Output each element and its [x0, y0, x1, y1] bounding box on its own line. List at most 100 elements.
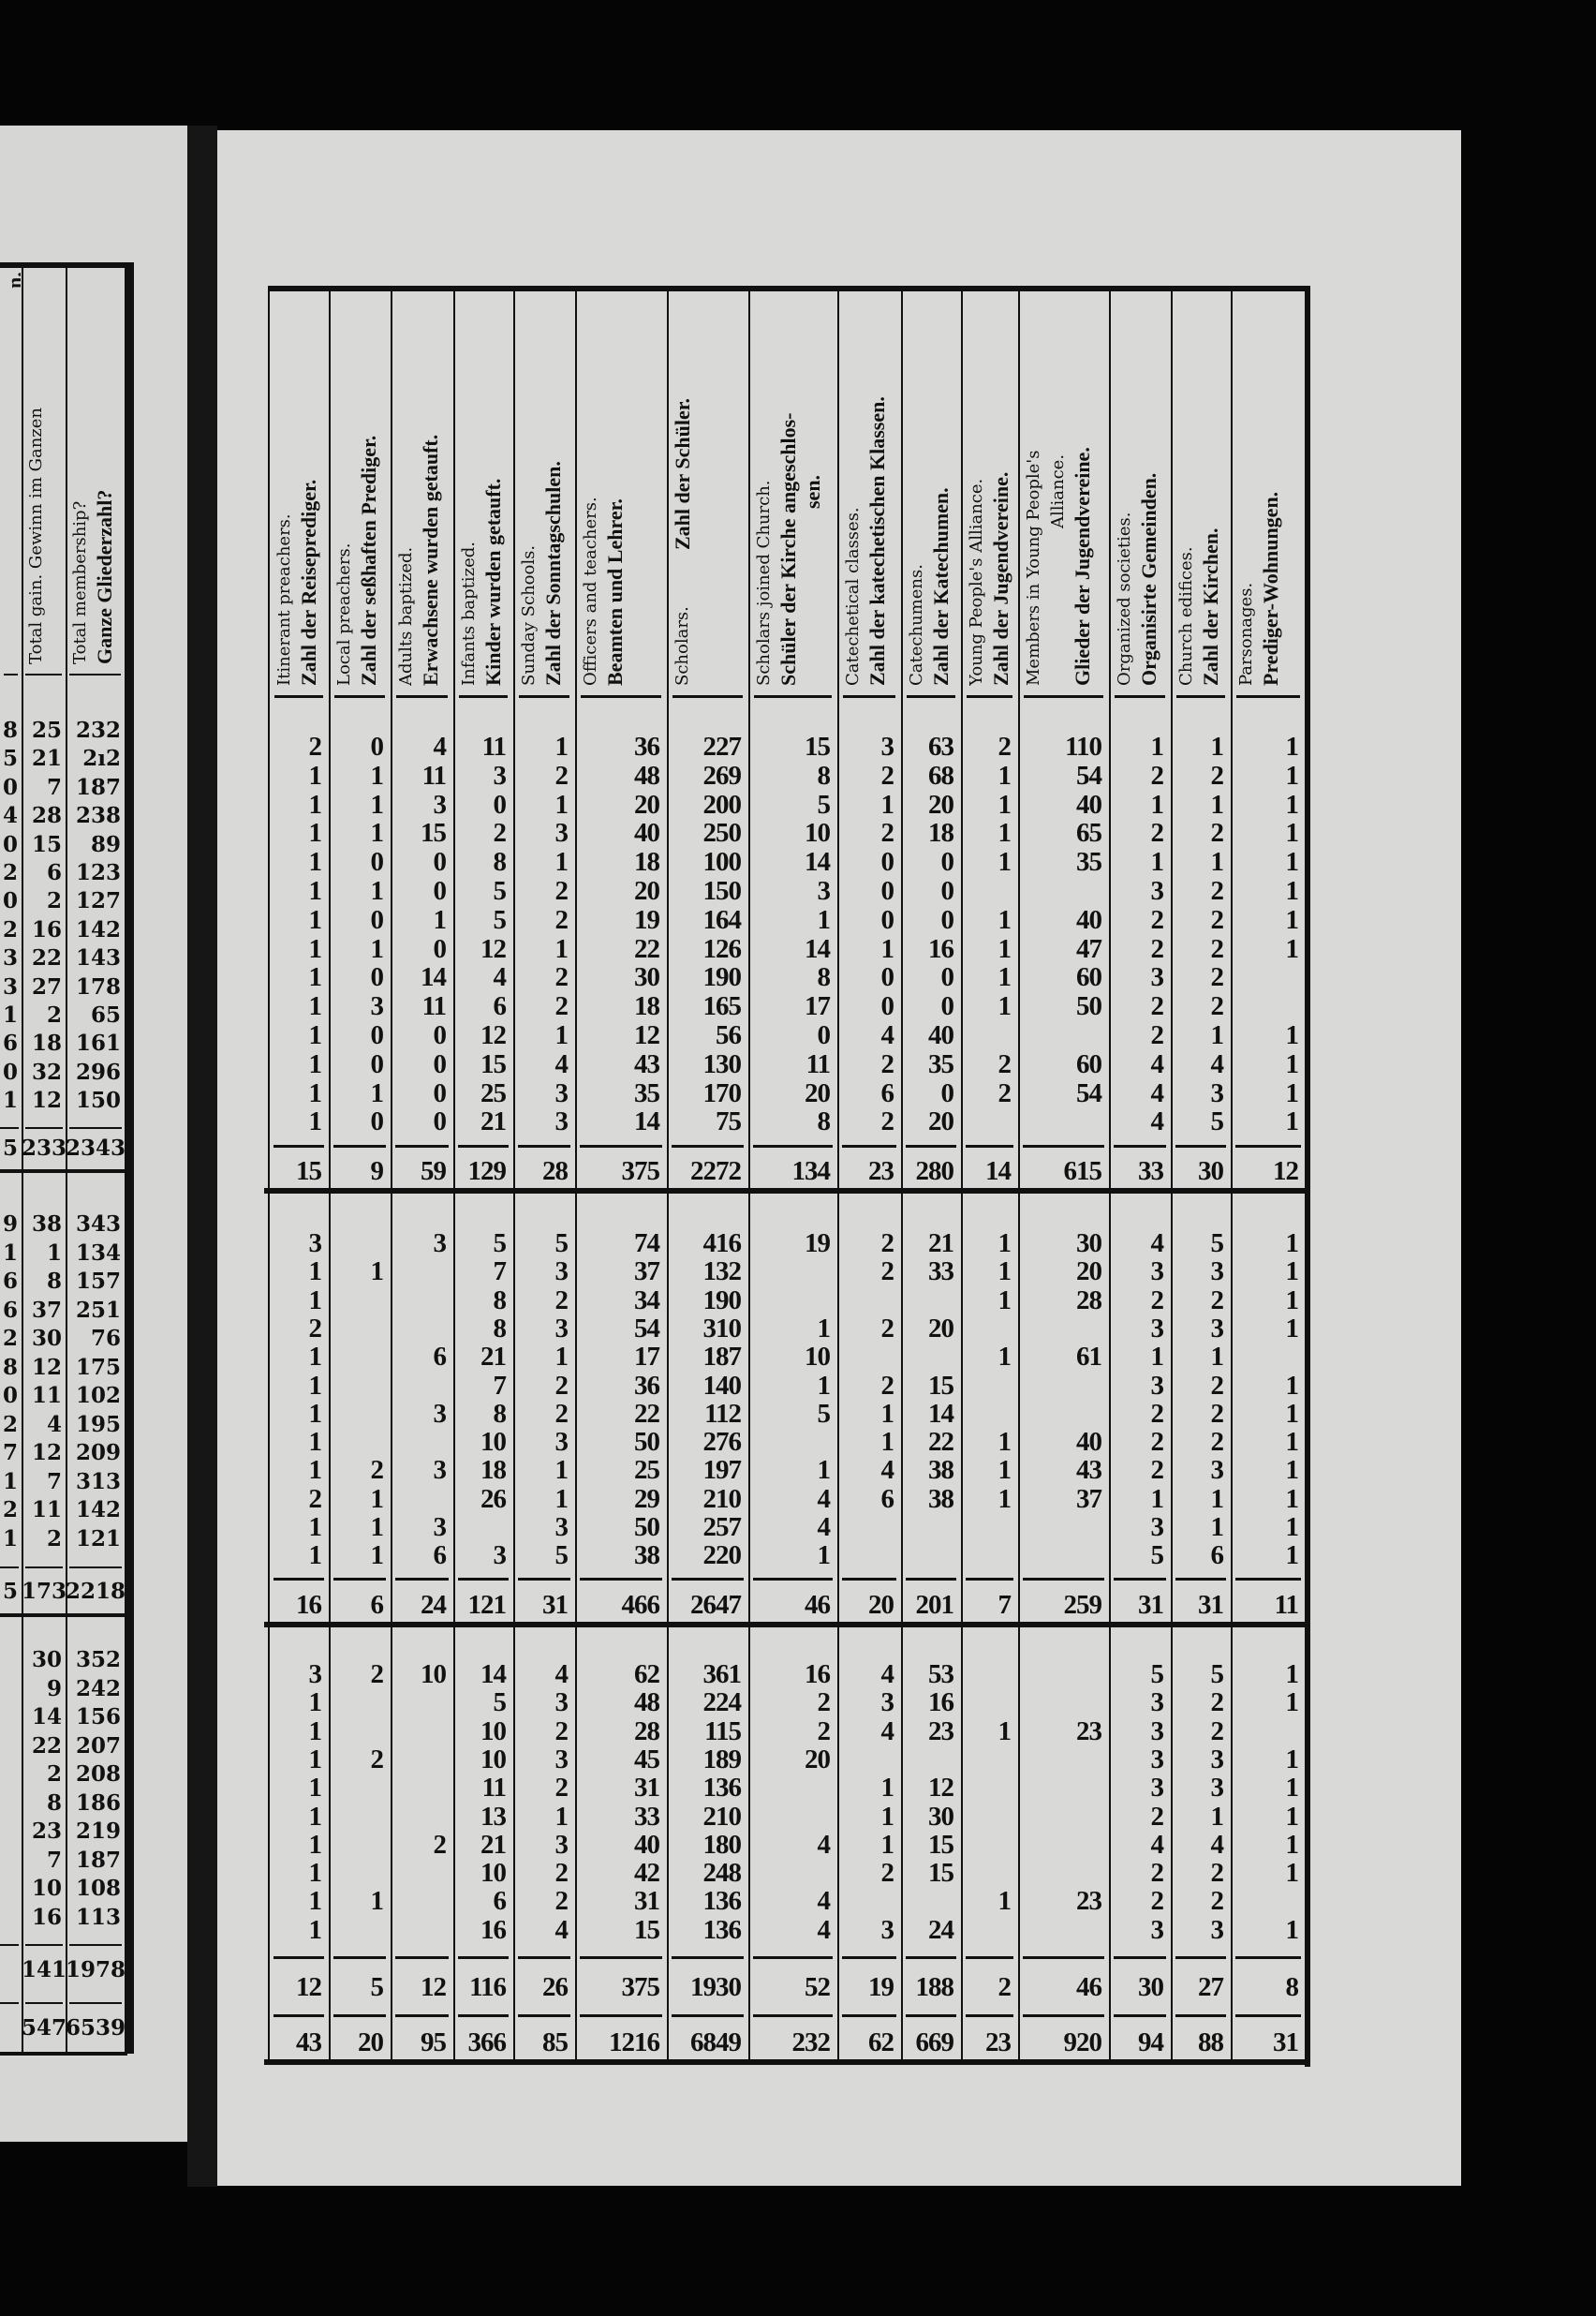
total-cell: 20 — [358, 2027, 384, 2057]
table-cell: 2 — [554, 1773, 569, 1804]
table-cell: 2 — [433, 1829, 448, 1860]
total-rule — [333, 1578, 386, 1581]
table-cell: 187 — [702, 1342, 743, 1373]
total-cell: 33 — [1138, 1156, 1164, 1186]
table-cell: 42 — [634, 1858, 660, 1889]
table-cell: 10 — [31, 1876, 62, 1901]
table-cell: 1 — [308, 1048, 323, 1079]
total-rule — [25, 1566, 63, 1568]
table-cell: 1 — [998, 760, 1012, 791]
table-cell: 5 — [817, 789, 832, 820]
table-cell: 3 — [370, 991, 385, 1022]
column-header: Catechumens. Zahl der Katechumen. — [905, 297, 959, 686]
column-divider — [667, 286, 669, 2061]
table-cell: 2 — [554, 962, 569, 993]
total-cell: 173 — [22, 1579, 67, 1604]
table-cell: 115 — [704, 1715, 742, 1746]
table-cell: 2 — [1210, 933, 1225, 964]
table-cell: 40 — [634, 1829, 660, 1860]
table-cell: 219 — [75, 1819, 121, 1844]
table-cell: 54 — [1076, 760, 1102, 791]
table-cell: 2 — [1150, 1858, 1165, 1889]
total-rule — [1023, 1956, 1104, 1959]
total-rule — [672, 1578, 744, 1581]
table-cell: 112 — [704, 1398, 742, 1429]
table-cell: 110 — [1065, 732, 1102, 762]
table-cell: 143 — [75, 945, 121, 972]
table-cell: 1 — [880, 933, 895, 964]
header-german: Zahl der Sonntagschulen. — [541, 461, 565, 686]
table-cell: 1 — [998, 1715, 1012, 1746]
table-cell: 2 — [1210, 1715, 1225, 1746]
total-rule — [672, 1145, 744, 1148]
header-german: Beamten und Lehrer. — [603, 498, 627, 686]
table-cell: 136 — [702, 1886, 743, 1917]
table-cell: 43 — [1076, 1455, 1102, 1486]
table-cell: 6 — [2, 1269, 18, 1294]
table-cell: 43 — [634, 1048, 660, 1079]
table-cell: 15 — [805, 732, 831, 762]
table-cell: 197 — [702, 1455, 743, 1486]
column-divider — [901, 286, 903, 2061]
table-cell: 1 — [817, 1540, 832, 1571]
total-rule — [518, 1578, 570, 1581]
table-cell: 1 — [1285, 1284, 1300, 1315]
total-cell: 2647 — [690, 1590, 742, 1620]
table-cell: 1 — [46, 1240, 62, 1266]
table-cell: 20 — [634, 876, 660, 906]
table-cell: 2 — [2, 860, 18, 885]
table-cell: 5 — [1150, 1540, 1165, 1571]
total-rule — [395, 1145, 449, 1148]
table-cell: 1 — [308, 962, 323, 993]
table-cell: 45 — [634, 1744, 660, 1774]
total-cell: 232 — [791, 2027, 832, 2057]
total-cell: 920 — [1063, 2027, 1103, 2057]
table-cell: 0 — [940, 904, 955, 935]
table-cell: 8 — [46, 1269, 62, 1294]
table-cell: 2 — [1210, 1886, 1225, 1917]
table-cell: 8 — [817, 962, 832, 993]
table-cell: 1 — [370, 1512, 385, 1542]
table-cell: 5 — [817, 1398, 832, 1429]
table-cell: 1 — [1210, 1342, 1225, 1373]
total-cell: 2343 — [66, 1136, 126, 1161]
table-cell: 2 — [1210, 818, 1225, 849]
total-cell: 30 — [1198, 1156, 1224, 1186]
table-cell: 3 — [1210, 1077, 1225, 1108]
table-cell: 75 — [716, 1106, 742, 1137]
table-cell: 22 — [31, 1732, 62, 1759]
total-rule — [672, 1956, 744, 1959]
table-cell: 28 — [1076, 1284, 1102, 1315]
total-rule — [1235, 2014, 1301, 2017]
table-cell: 1 — [308, 1829, 323, 1860]
table-left-border — [268, 286, 270, 2061]
table-cell: 20 — [805, 1744, 831, 1774]
table-cell: 1 — [308, 847, 323, 878]
header-underline — [1236, 695, 1300, 698]
total-rule — [966, 1578, 1013, 1581]
header-german: Zahl der Katechumen. — [929, 487, 953, 686]
table-cell: 6 — [880, 1077, 895, 1108]
table-cell: 5 — [493, 904, 508, 935]
total-rule — [69, 1944, 122, 1946]
table-cell: 0 — [370, 1020, 385, 1050]
table-cell: 248 — [702, 1858, 743, 1889]
table-cell: 4 — [880, 1715, 895, 1746]
header-german: Zahl der Kirchen. — [1199, 527, 1222, 686]
table-cell: 2 — [880, 818, 895, 849]
table-cell: 2 — [493, 818, 508, 849]
table-cell: 1 — [308, 1106, 323, 1137]
table-cell: 0 — [493, 789, 508, 820]
total-rule — [1175, 1956, 1226, 1959]
table-cell: 40 — [1076, 904, 1102, 935]
column-header-text: Catechumens. Zahl der Katechumen. — [905, 297, 959, 686]
table-cell: 37 — [31, 1297, 62, 1323]
table-cell: 343 — [75, 1211, 121, 1237]
total-rule — [966, 1956, 1013, 1959]
table-cell: 2 — [998, 1048, 1012, 1079]
table-cell: 208 — [75, 1761, 121, 1787]
table-cell: 0 — [370, 962, 385, 993]
total-rule — [753, 1145, 833, 1148]
table-cell: 32 — [31, 1059, 62, 1085]
total-cell: 280 — [915, 1156, 955, 1186]
